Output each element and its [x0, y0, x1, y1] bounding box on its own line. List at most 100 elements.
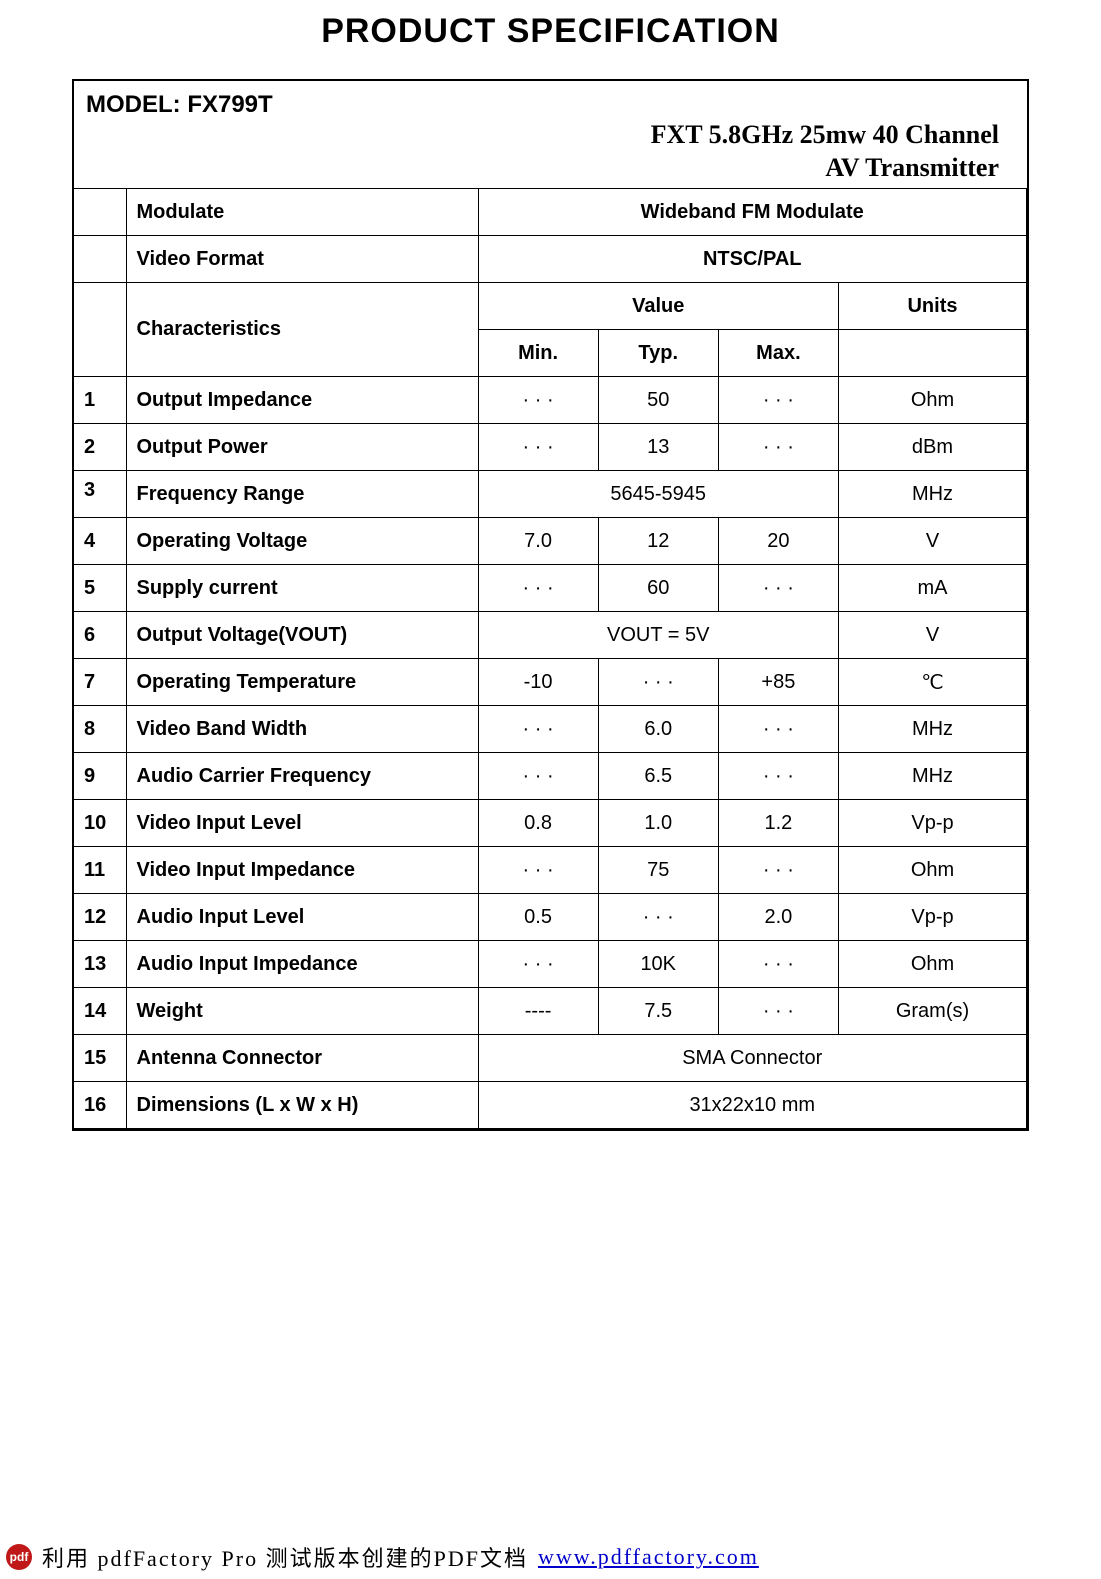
- characteristics-label: Characteristics: [126, 283, 478, 377]
- characteristic-name: Dimensions (L x W x H): [126, 1082, 478, 1129]
- value-units: Vp-p: [838, 894, 1026, 941]
- value-units: Vp-p: [838, 800, 1026, 847]
- characteristic-name: Video Input Impedance: [126, 847, 478, 894]
- row-index: 7: [74, 659, 126, 706]
- video-format-label: Video Format: [126, 236, 478, 283]
- value-min: ----: [478, 988, 598, 1035]
- row-index: 12: [74, 894, 126, 941]
- value-min: 0.8: [478, 800, 598, 847]
- value-typ: 13: [598, 424, 718, 471]
- characteristic-name: Operating Temperature: [126, 659, 478, 706]
- value-max: · · ·: [718, 847, 838, 894]
- value-min: · · ·: [478, 753, 598, 800]
- characteristic-name: Output Power: [126, 424, 478, 471]
- value-max: · · ·: [718, 941, 838, 988]
- value-units: V: [838, 518, 1026, 565]
- value-typ: 60: [598, 565, 718, 612]
- value-min: -10: [478, 659, 598, 706]
- value-max: 1.2: [718, 800, 838, 847]
- table-row: 6Output Voltage(VOUT)VOUT = 5VV: [74, 612, 1027, 659]
- row-index: 2: [74, 424, 126, 471]
- table-row: Modulate Wideband FM Modulate: [74, 189, 1027, 236]
- row-index: 5: [74, 565, 126, 612]
- value-min: · · ·: [478, 424, 598, 471]
- value-min: · · ·: [478, 847, 598, 894]
- table-row: 10Video Input Level0.81.01.2Vp-p: [74, 800, 1027, 847]
- characteristic-name: Output Voltage(VOUT): [126, 612, 478, 659]
- characteristic-name: Supply current: [126, 565, 478, 612]
- footer: pdf 利用 pdfFactory Pro 测试版本创建的PDF文档 www.p…: [0, 1535, 1101, 1579]
- modulate-value: Wideband FM Modulate: [478, 189, 1027, 236]
- value-min: · · ·: [478, 941, 598, 988]
- table-row: 12Audio Input Level0.5· · ·2.0Vp-p: [74, 894, 1027, 941]
- value-units: dBm: [838, 424, 1026, 471]
- value-typ: 6.5: [598, 753, 718, 800]
- table-row: 3Frequency Range5645-5945MHz: [74, 471, 1027, 518]
- characteristic-name: Video Input Level: [126, 800, 478, 847]
- table-row: 11Video Input Impedance· · ·75· · ·Ohm: [74, 847, 1027, 894]
- row-index: 16: [74, 1082, 126, 1129]
- table-row: 4Operating Voltage7.01220V: [74, 518, 1027, 565]
- value-header: Value: [478, 283, 838, 330]
- footer-link[interactable]: www.pdffactory.com: [538, 1544, 759, 1570]
- model-label: MODEL: FX799T: [86, 91, 1015, 119]
- value-min: 7.0: [478, 518, 598, 565]
- table-row: 2Output Power· · ·13· · ·dBm: [74, 424, 1027, 471]
- value-units: MHz: [838, 471, 1026, 518]
- value-max: +85: [718, 659, 838, 706]
- value-min: · · ·: [478, 706, 598, 753]
- value-typ: 1.0: [598, 800, 718, 847]
- value-max: 2.0: [718, 894, 838, 941]
- value-full: 31x22x10 mm: [478, 1082, 1027, 1129]
- spec-table: Modulate Wideband FM Modulate Video Form…: [74, 188, 1027, 1129]
- value-min: 0.5: [478, 894, 598, 941]
- row-index: 8: [74, 706, 126, 753]
- subtitle-line1: FXT 5.8GHz 25mw 40 Channel: [651, 120, 999, 149]
- value-units: Gram(s): [838, 988, 1026, 1035]
- empty-cell: [74, 236, 126, 283]
- row-index: 10: [74, 800, 126, 847]
- characteristic-name: Video Band Width: [126, 706, 478, 753]
- typ-header: Typ.: [598, 330, 718, 377]
- value-typ: 50: [598, 377, 718, 424]
- value-min: · · ·: [478, 565, 598, 612]
- row-index: 6: [74, 612, 126, 659]
- value-units: V: [838, 612, 1026, 659]
- value-max: · · ·: [718, 424, 838, 471]
- value-max: · · ·: [718, 565, 838, 612]
- table-row: 8Video Band Width· · ·6.0· · ·MHz: [74, 706, 1027, 753]
- min-header: Min.: [478, 330, 598, 377]
- footer-text: 利用 pdfFactory Pro 测试版本创建的PDF文档: [42, 1541, 528, 1573]
- value-units: Ohm: [838, 941, 1026, 988]
- value-typ: 6.0: [598, 706, 718, 753]
- characteristic-name: Frequency Range: [126, 471, 478, 518]
- value-max: · · ·: [718, 753, 838, 800]
- table-row: 14Weight----7.5· · ·Gram(s): [74, 988, 1027, 1035]
- row-index: 11: [74, 847, 126, 894]
- value-max: · · ·: [718, 706, 838, 753]
- value-span: 5645-5945: [478, 471, 838, 518]
- value-full: SMA Connector: [478, 1035, 1027, 1082]
- row-index: 14: [74, 988, 126, 1035]
- spec-container: MODEL: FX799T FXT 5.8GHz 25mw 40 Channel…: [72, 79, 1029, 1131]
- characteristic-name: Weight: [126, 988, 478, 1035]
- empty-cell: [838, 330, 1026, 377]
- units-header: Units: [838, 283, 1026, 330]
- row-index: 1: [74, 377, 126, 424]
- value-span: VOUT = 5V: [478, 612, 838, 659]
- value-max: 20: [718, 518, 838, 565]
- value-units: MHz: [838, 706, 1026, 753]
- row-index: 9: [74, 753, 126, 800]
- value-units: ℃: [838, 659, 1026, 706]
- characteristic-name: Audio Input Level: [126, 894, 478, 941]
- empty-cell: [74, 283, 126, 377]
- table-row: 7Operating Temperature-10· · ·+85℃: [74, 659, 1027, 706]
- table-row: 16Dimensions (L x W x H)31x22x10 mm: [74, 1082, 1027, 1129]
- characteristic-name: Output Impedance: [126, 377, 478, 424]
- max-header: Max.: [718, 330, 838, 377]
- table-row: 13Audio Input Impedance· · ·10K· · ·Ohm: [74, 941, 1027, 988]
- characteristic-name: Operating Voltage: [126, 518, 478, 565]
- video-format-value: NTSC/PAL: [478, 236, 1027, 283]
- value-units: MHz: [838, 753, 1026, 800]
- row-index: 4: [74, 518, 126, 565]
